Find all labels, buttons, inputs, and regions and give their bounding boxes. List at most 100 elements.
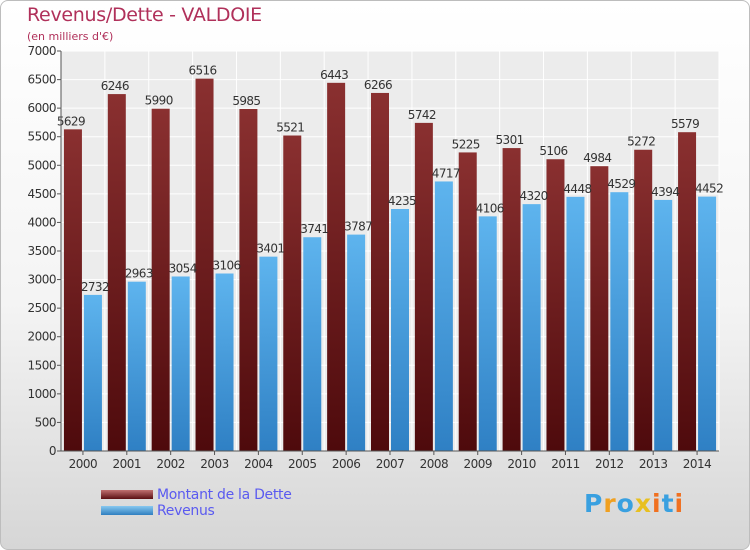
chart-title: Revenus/Dette - VALDOIE <box>27 4 262 26</box>
data-label-dette: 5629 <box>57 114 85 128</box>
y-tick-label: 6000 <box>27 101 56 115</box>
bar-revenus <box>303 237 322 451</box>
y-tick-label: 0 <box>49 444 56 458</box>
bar-revenus <box>522 204 541 451</box>
y-tick-label: 7000 <box>27 44 56 58</box>
bar-revenus <box>347 234 366 451</box>
y-tick-label: 3000 <box>27 273 56 287</box>
x-tick-label: 2011 <box>551 457 580 471</box>
proxiti-logo: Proxiti <box>584 489 684 518</box>
y-tick-label: 5500 <box>27 130 56 144</box>
data-label-dette: 5579 <box>671 117 699 131</box>
bar-dette <box>327 82 346 451</box>
x-tick-label: 2012 <box>595 457 624 471</box>
bar-revenus <box>83 294 102 451</box>
bar-revenus <box>434 181 453 451</box>
bar-dette <box>107 94 126 451</box>
data-label-dette: 5301 <box>496 133 524 147</box>
x-tick-label: 2013 <box>639 457 668 471</box>
data-label-dette: 4984 <box>583 151 611 165</box>
data-label-revenus: 2732 <box>81 280 109 294</box>
y-tick-label: 6500 <box>27 73 56 87</box>
bar-revenus <box>610 192 629 451</box>
data-label-dette: 6443 <box>320 68 348 82</box>
x-tick-label: 2001 <box>113 457 142 471</box>
data-label-dette: 6246 <box>101 79 129 93</box>
bar-dette <box>283 135 302 451</box>
bar-revenus <box>698 196 717 451</box>
y-tick-label: 3500 <box>27 244 56 258</box>
bar-dette <box>458 152 477 451</box>
bar-dette <box>151 108 170 451</box>
bar-revenus <box>171 276 190 451</box>
y-tick-label: 500 <box>35 415 56 429</box>
bar-revenus <box>259 256 278 451</box>
y-tick-label: 1500 <box>27 358 56 372</box>
y-tick-label: 5000 <box>27 158 56 172</box>
data-label-revenus: 3787 <box>344 220 372 234</box>
data-label-revenus: 4106 <box>476 201 504 215</box>
data-label-dette: 5521 <box>276 121 304 135</box>
bar-dette <box>590 166 609 451</box>
y-tick-label: 2500 <box>27 301 56 315</box>
bar-dette <box>678 132 697 451</box>
bar-dette <box>239 109 258 451</box>
y-tick-label: 1000 <box>27 387 56 401</box>
legend-label-revenus: Revenus <box>157 503 215 519</box>
data-label-dette: 5106 <box>539 144 567 158</box>
data-label-revenus: 4529 <box>607 177 635 191</box>
data-label-revenus: 4448 <box>563 182 591 196</box>
data-label-revenus: 4717 <box>432 166 460 180</box>
chart-subtitle: (en milliers d'€) <box>27 30 114 43</box>
bar-dette <box>546 159 565 451</box>
x-tick-label: 2007 <box>376 457 405 471</box>
logo-letter: P <box>584 489 604 518</box>
data-label-revenus: 2963 <box>125 267 153 281</box>
x-tick-label: 2003 <box>200 457 229 471</box>
data-label-revenus: 4235 <box>388 194 416 208</box>
data-label-revenus: 4452 <box>695 182 723 196</box>
bar-dette <box>502 148 521 452</box>
bar-dette <box>195 78 214 452</box>
data-label-revenus: 3054 <box>169 261 197 275</box>
data-label-revenus: 3401 <box>256 242 284 256</box>
data-label-dette: 6516 <box>188 64 216 78</box>
data-label-dette: 5742 <box>408 108 436 122</box>
logo-letter: i <box>652 489 662 518</box>
logo-letter: x <box>634 489 652 518</box>
bar-revenus <box>391 209 409 451</box>
bar-revenus <box>654 199 673 451</box>
data-label-dette: 6266 <box>364 78 392 92</box>
legend-swatch-dette <box>101 490 153 499</box>
x-tick-label: 2008 <box>420 457 449 471</box>
x-tick-label: 2009 <box>463 457 492 471</box>
logo-letter: o <box>616 489 635 518</box>
x-tick-label: 2006 <box>332 457 361 471</box>
data-label-revenus: 3741 <box>300 222 328 236</box>
bar-revenus <box>478 216 497 451</box>
x-tick-label: 2010 <box>507 457 536 471</box>
y-tick-label: 4500 <box>27 187 56 201</box>
logo-letter: i <box>674 489 685 518</box>
data-label-revenus: 3106 <box>212 259 240 273</box>
y-tick-label: 2000 <box>27 330 56 344</box>
data-label-dette: 5985 <box>232 94 260 108</box>
bar-revenus <box>566 196 585 451</box>
x-tick-label: 2005 <box>288 457 317 471</box>
data-label-revenus: 4320 <box>520 189 548 203</box>
bar-dette <box>63 129 82 452</box>
x-tick-label: 2004 <box>244 457 273 471</box>
data-label-dette: 5990 <box>145 94 173 108</box>
legend-label-dette: Montant de la Dette <box>157 487 292 503</box>
logo-letter: t <box>661 489 675 518</box>
x-tick-label: 2002 <box>156 457 185 471</box>
y-tick-label: 4000 <box>27 215 56 229</box>
data-label-revenus: 4394 <box>651 185 679 199</box>
bar-dette <box>414 122 433 451</box>
x-tick-label: 2000 <box>69 457 98 471</box>
data-label-dette: 5225 <box>452 137 480 151</box>
bar-dette <box>634 149 653 451</box>
x-tick-label: 2014 <box>683 457 712 471</box>
